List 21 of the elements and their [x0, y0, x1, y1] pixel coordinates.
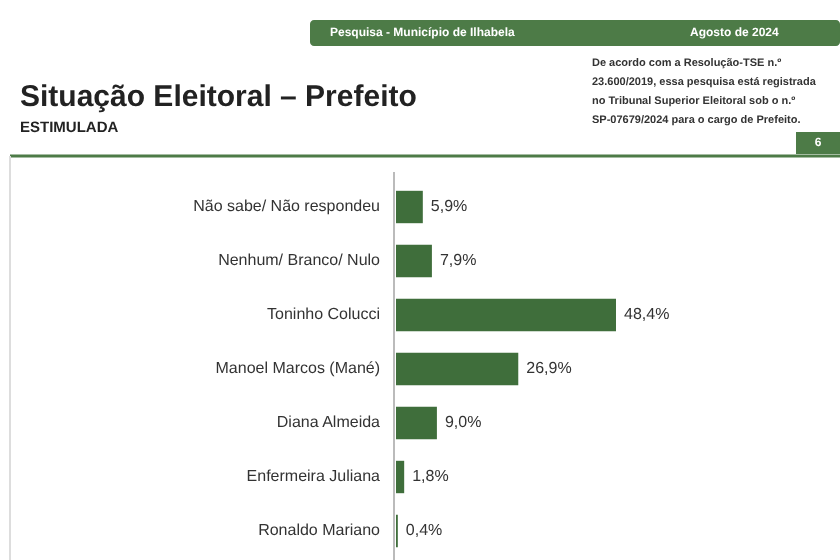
data-label: 0,4% — [405, 521, 443, 539]
y-tick-label: Não sabe/ Não respondeu — [193, 197, 380, 215]
bar — [396, 406, 437, 440]
y-tick-label: Nenhum/ Branco/ Nulo — [218, 251, 382, 269]
y-tick-label: Ronaldo Mariano — [258, 521, 382, 539]
chart-title: Situação Eleitoral – Prefeito — [20, 80, 417, 114]
data-label: 26,9% — [526, 359, 572, 377]
data-label: 7,9% — [439, 251, 477, 269]
bar — [396, 352, 519, 386]
y-tick-label: Diana Almeida — [276, 413, 382, 431]
y-tick-label: Enfermeira Juliana — [246, 467, 382, 485]
data-label: 9,0% — [444, 413, 482, 431]
y-tick-label: Toninho Colucci — [267, 305, 381, 323]
data-label: 5,9% — [430, 197, 468, 215]
bar — [396, 298, 616, 332]
bar — [396, 460, 405, 494]
data-label: 1,8% — [412, 467, 449, 485]
y-tick-label: Manoel Marcos (Mané) — [215, 359, 381, 377]
bar — [396, 244, 432, 278]
data-label: 48,4% — [624, 305, 670, 323]
bar — [396, 190, 423, 224]
